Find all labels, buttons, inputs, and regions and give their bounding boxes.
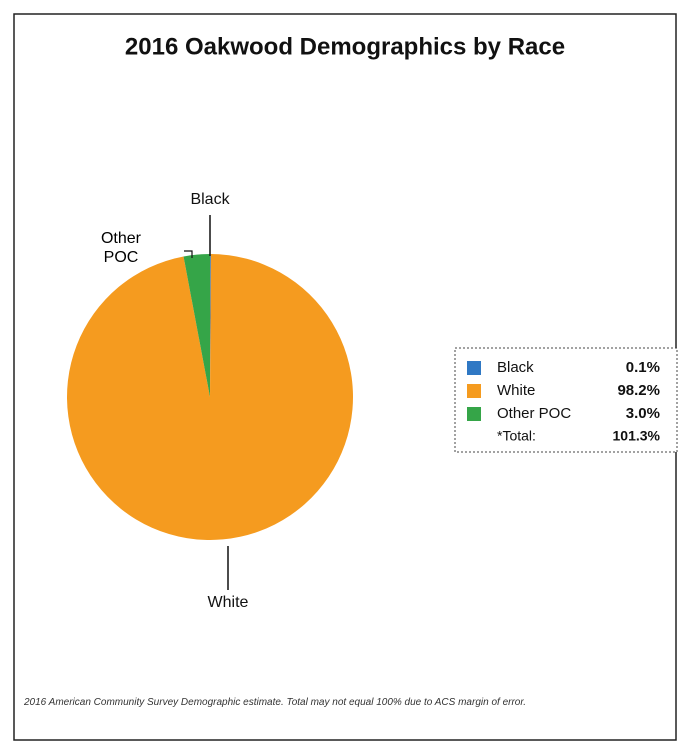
- pie: [66, 254, 353, 540]
- legend-swatch: [467, 384, 481, 398]
- slice-label-box: Other POC: [100, 230, 141, 266]
- pie-slice: [210, 254, 211, 397]
- pie-slice: [183, 254, 210, 397]
- legend-label: White: [497, 382, 535, 399]
- slice-label: White: [208, 594, 249, 611]
- legend-value: 0.1%: [626, 359, 660, 376]
- slice-label: Black: [190, 191, 230, 208]
- total-label: *Total:: [497, 428, 536, 444]
- legend: Black 0.1% White 98.2% Other POC 3.0%: [467, 359, 660, 422]
- legend-box: [454, 347, 678, 453]
- legend-swatch: [467, 361, 481, 375]
- chart-title: 2016 Oakwood Demographics by Race: [125, 33, 565, 60]
- legend-value: 98.2%: [617, 382, 660, 399]
- leader-line: [184, 250, 193, 258]
- total-value: 101.3%: [613, 428, 661, 444]
- legend-swatch: [467, 407, 481, 421]
- legend-label: Black: [497, 359, 534, 376]
- pie-slice: [66, 254, 353, 540]
- footnote: 2016 American Community Survey Demograph…: [24, 697, 527, 708]
- legend-label: Other POC: [497, 405, 571, 422]
- slice-label: Other POC: [100, 230, 141, 266]
- legend-value: 3.0%: [626, 405, 660, 422]
